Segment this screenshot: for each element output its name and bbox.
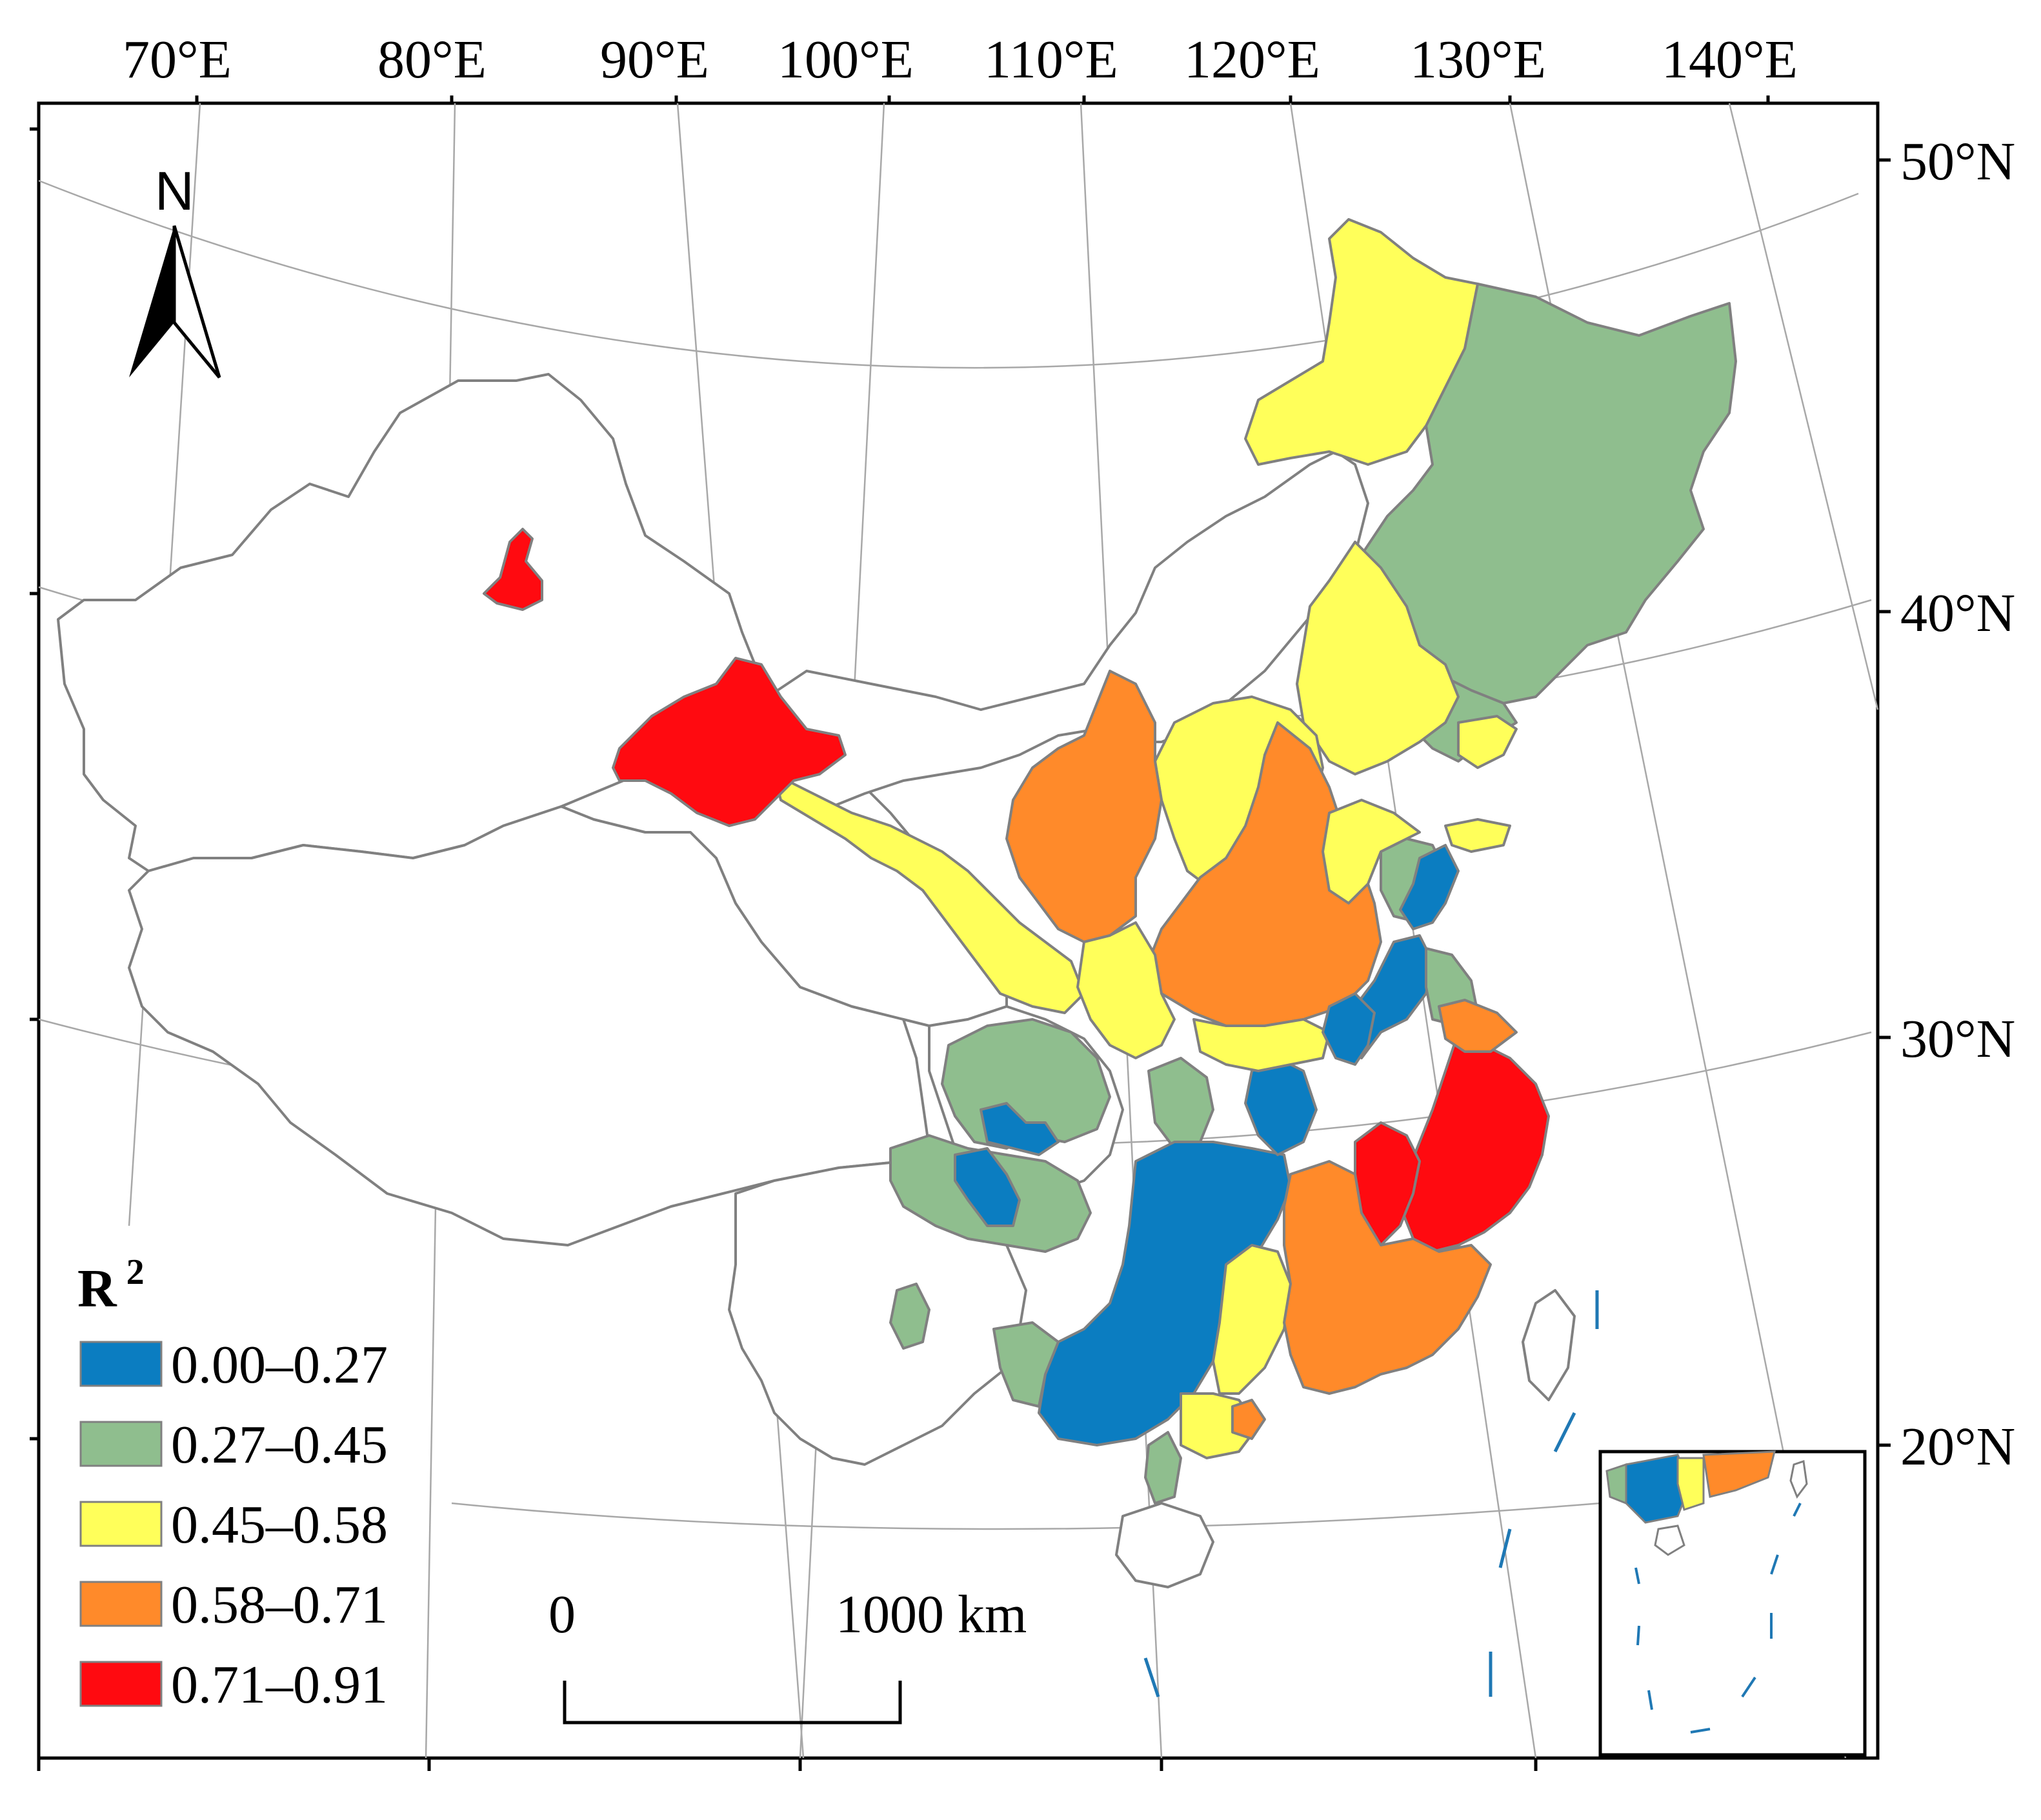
north-arrow-right [172, 225, 221, 379]
lat-label-20: 20°N [1900, 1417, 2015, 1477]
north-label: N [155, 161, 194, 221]
legend-label-4: 0.58–0.71 [171, 1575, 388, 1635]
lon-label-110: 110°E [984, 30, 1118, 90]
region-hainan [1115, 1502, 1214, 1588]
side-ticks [30, 127, 1891, 1447]
region-shandong-yellow [1322, 799, 1421, 905]
region-yunnan-green [889, 1283, 930, 1350]
region-guizhou-blue [954, 1147, 1021, 1227]
legend-swatch-1 [79, 1341, 163, 1387]
region-urumqi-red [483, 528, 543, 611]
region-sichuan-blue [980, 1102, 1060, 1156]
region-anhui-blue [1322, 992, 1376, 1066]
legend-title-superscript: 2 [126, 1252, 145, 1292]
north-arrow-left [129, 226, 174, 377]
lon-label-90: 90°E [600, 30, 709, 90]
lon-label-80: 80°E [377, 30, 487, 90]
scale-bar-line [563, 1681, 902, 1725]
region-hubei-yellow [1192, 1018, 1331, 1072]
legend-swatch-4 [79, 1581, 163, 1627]
lon-label-100: 100°E [778, 30, 914, 90]
region-zhejiang-red [1399, 1031, 1550, 1253]
scale-end-label: 1000 km [836, 1585, 1027, 1645]
inset-land-yellow [1676, 1457, 1705, 1511]
inset-taiwan [1789, 1460, 1808, 1499]
region-hunan-yellow [1212, 1244, 1292, 1395]
bottom-ticks [37, 1758, 1538, 1771]
lat-label-40: 40°N [1900, 583, 2015, 643]
region-southeast-orange [1283, 1160, 1492, 1395]
legend-label-1: 0.00–0.27 [171, 1335, 388, 1395]
lon-label-70: 70°E [123, 30, 232, 90]
region-northeast-green [1354, 283, 1737, 705]
region-gansu-yellow [773, 773, 1085, 1014]
inset-map [1598, 1450, 1867, 1757]
region-shaanxi-yellow [1076, 921, 1176, 1059]
lon-label-130: 130°E [1410, 30, 1546, 90]
north-arrow: N [129, 161, 221, 379]
region-chongqing-green [1147, 1057, 1214, 1150]
region-zhejiang-orange [1438, 999, 1518, 1053]
scale-start-label: 0 [548, 1585, 576, 1645]
legend-swatch-2 [79, 1421, 163, 1467]
legend-label-5: 0.71–0.91 [171, 1655, 388, 1715]
region-jiaodong-yellow [1444, 818, 1511, 853]
inset-land-green [1605, 1463, 1627, 1505]
region-hulunbuir-yellow [1244, 218, 1479, 466]
choropleth-regions [483, 218, 1737, 1505]
region-taiwan [1522, 1289, 1576, 1401]
inset-land-orange [1702, 1450, 1776, 1498]
inset-hainan [1654, 1525, 1685, 1556]
region-leizhou-green [1144, 1431, 1182, 1505]
lon-label-140: 140°E [1662, 30, 1798, 90]
nine-dash-line [1143, 1290, 1599, 1697]
lon-label-120: 120°E [1184, 30, 1320, 90]
region-hami-red [612, 657, 847, 827]
lat-label-50: 50°N [1900, 132, 2015, 192]
region-shandong-blue [1399, 844, 1460, 930]
legend-swatch-5 [79, 1661, 163, 1707]
latitude-labels: 50°N 40°N 30°N 20°N [1900, 132, 2015, 1477]
region-loess-orange [1005, 670, 1163, 943]
legend-label-3: 0.45–0.58 [171, 1495, 388, 1555]
lat-label-30: 30°N [1900, 1009, 2015, 1069]
region-guangxi-green [992, 1321, 1060, 1408]
inset-dashes [1634, 1503, 1802, 1734]
region-hebei-yellow [1296, 541, 1460, 775]
region-guangdong-orange-small [1231, 1399, 1266, 1440]
legend-label-2: 0.27–0.45 [171, 1415, 388, 1475]
scale-bar: 0 1000 km [548, 1585, 1027, 1725]
top-ticks [195, 95, 1770, 103]
region-liaodong-yellow [1457, 715, 1518, 769]
longitude-labels: 70°E 80°E 90°E 100°E 110°E 120°E 130°E 1… [123, 30, 1798, 90]
legend-swatch-3 [79, 1501, 163, 1547]
